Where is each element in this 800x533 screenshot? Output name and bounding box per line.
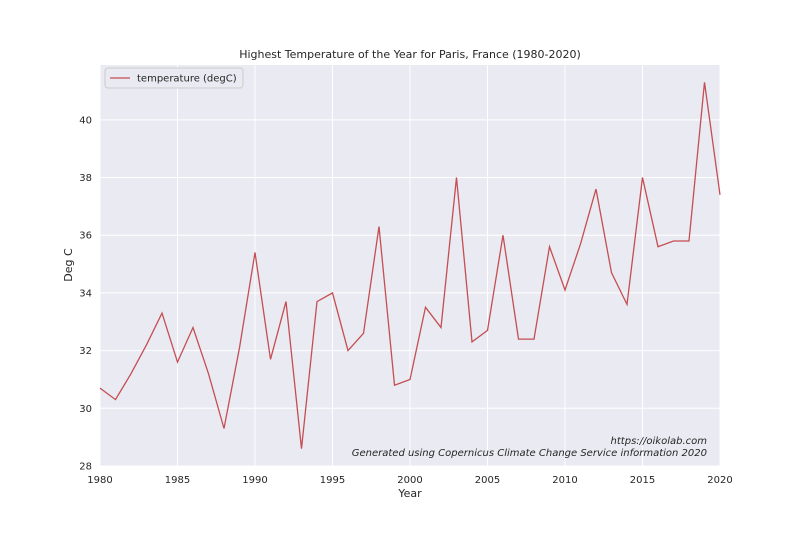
y-axis-label: Deg C <box>62 248 75 282</box>
chart-title: Highest Temperature of the Year for Pari… <box>239 48 581 61</box>
tick-labels: 1980 1985 1990 1995 2000 2005 2010 2015 2020 28 30… <box>79 115 732 486</box>
x-tick-label: 1990 <box>242 475 267 486</box>
x-tick-label: 1995 <box>320 475 345 486</box>
y-tick-label: 30 <box>79 404 92 415</box>
x-tick-label: 2010 <box>552 475 577 486</box>
x-tick-label: 2020 <box>707 475 732 486</box>
x-tick-label: 2015 <box>630 475 655 486</box>
x-tick-label: 1985 <box>165 475 190 486</box>
x-tick-label: 1980 <box>87 475 112 486</box>
y-tick-label: 28 <box>79 462 92 473</box>
annotation-url: https://oikolab.com <box>611 436 708 447</box>
x-tick-label: 2000 <box>397 475 422 486</box>
legend-box <box>104 67 244 89</box>
x-tick-label: 2005 <box>475 475 500 486</box>
legend: temperature (degC) <box>104 67 244 89</box>
y-tick-label: 36 <box>79 231 92 242</box>
grid-lines <box>99 65 721 467</box>
y-tick-label: 40 <box>79 115 92 126</box>
x-axis-label: Year <box>397 487 422 500</box>
y-tick-label: 32 <box>79 346 92 357</box>
series-line <box>99 82 721 449</box>
y-tick-label: 34 <box>79 288 92 299</box>
annotation-source: Generated using Copernicus Climate Chang… <box>352 448 707 459</box>
series-layer <box>99 82 721 449</box>
y-tick-label: 38 <box>79 173 92 184</box>
legend-label: temperature (degC) <box>137 74 237 85</box>
